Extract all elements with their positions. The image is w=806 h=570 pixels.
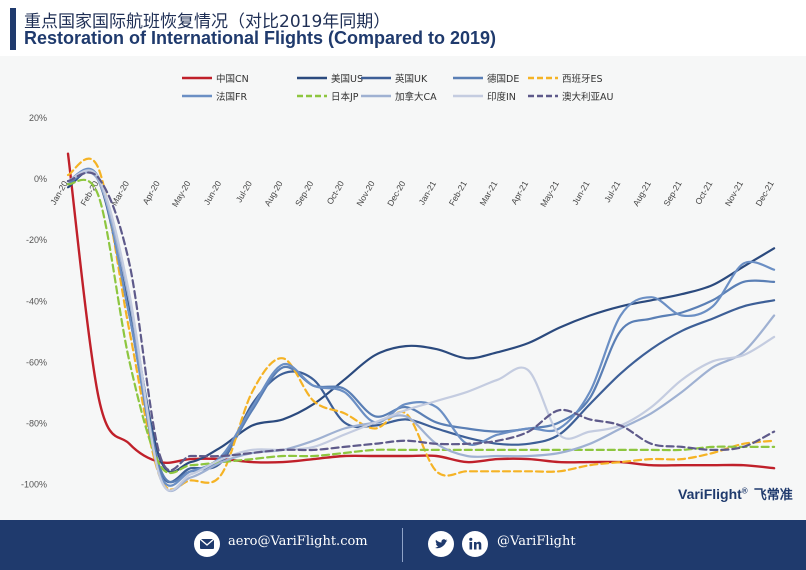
variflight-logo: VariFlight® 飞常准 bbox=[678, 484, 793, 503]
series-line bbox=[66, 152, 776, 470]
x-tick-label: Mar-21 bbox=[477, 179, 499, 208]
x-tick-label: Mar-20 bbox=[109, 179, 131, 208]
x-tick-label: Sep-20 bbox=[293, 179, 316, 208]
x-tick-label: Jan-20 bbox=[48, 179, 70, 207]
twitter-icon[interactable] bbox=[428, 531, 454, 557]
title-accent-bar bbox=[10, 8, 16, 50]
x-tick-label: Nov-21 bbox=[723, 179, 745, 208]
x-tick-label: Jul-21 bbox=[602, 179, 622, 204]
series-line bbox=[66, 169, 776, 492]
series-line bbox=[66, 169, 776, 474]
legend-label: 日本JP bbox=[331, 91, 359, 103]
x-tick-label: Sep-21 bbox=[661, 179, 684, 208]
x-tick-label: May-20 bbox=[170, 179, 193, 209]
legend-label: 加拿大CA bbox=[395, 91, 437, 103]
x-tick-label: May-21 bbox=[538, 179, 561, 209]
chart-title-cn: 重点国家国际航班恢复情况（对比2019年同期） bbox=[24, 12, 391, 32]
x-tick-label: Jan-21 bbox=[416, 179, 438, 207]
legend-label: 法国FR bbox=[216, 91, 247, 103]
x-tick-label: Jul-20 bbox=[234, 179, 254, 204]
x-tick-label: Oct-21 bbox=[693, 179, 715, 206]
x-tick-label: Nov-20 bbox=[354, 179, 376, 208]
series-line bbox=[66, 178, 776, 475]
brand-name-cn: 飞常准 bbox=[753, 488, 793, 503]
legend-label: 澳大利亚AU bbox=[562, 91, 613, 103]
chart-title-en: Restoration of International Flights (Co… bbox=[24, 28, 497, 48]
y-tick-label: -100% bbox=[21, 480, 47, 490]
brand-mark: ® bbox=[741, 486, 748, 496]
legend-label: 印度IN bbox=[487, 91, 516, 103]
line-chart: 20%0%-20%-40%-60%-80%-100%Jan-20 Feb-20 Ma… bbox=[21, 73, 776, 493]
legend-label: 西班牙ES bbox=[562, 73, 603, 85]
series-line bbox=[66, 157, 776, 491]
legend-label: 德国DE bbox=[487, 73, 519, 85]
social-handle[interactable]: @VariFlight bbox=[497, 534, 576, 549]
series-line bbox=[66, 169, 776, 484]
brand-name: VariFlight bbox=[678, 486, 742, 502]
y-tick-label: -60% bbox=[26, 357, 47, 367]
linkedin-icon[interactable] bbox=[462, 531, 488, 557]
x-tick-label: Apr-20 bbox=[140, 179, 162, 206]
legend-label: 中国CN bbox=[216, 73, 249, 85]
x-tick-label: Jun-20 bbox=[202, 179, 224, 207]
y-tick-label: -80% bbox=[26, 418, 47, 428]
legend-label: 美国US bbox=[331, 73, 363, 85]
y-tick-label: 0% bbox=[34, 174, 47, 184]
series-line bbox=[66, 167, 776, 487]
x-tick-label: Dec-20 bbox=[385, 179, 407, 208]
series-line bbox=[66, 171, 776, 493]
x-tick-label: Apr-21 bbox=[509, 179, 531, 206]
series-line bbox=[66, 171, 776, 472]
y-tick-label: -20% bbox=[26, 235, 47, 245]
x-tick-label: Aug-21 bbox=[631, 179, 654, 208]
mail-icon[interactable] bbox=[194, 531, 220, 557]
series-line bbox=[66, 171, 776, 484]
contact-email[interactable]: aero@VariFlight.com bbox=[228, 534, 368, 549]
legend-label: 英国UK bbox=[395, 73, 428, 85]
x-tick-label: Dec-21 bbox=[753, 179, 775, 208]
x-tick-label: Feb-21 bbox=[447, 179, 469, 208]
y-tick-label: 20% bbox=[29, 113, 47, 123]
x-tick-label: Aug-20 bbox=[262, 179, 285, 208]
x-tick-label: Oct-20 bbox=[325, 179, 347, 206]
y-tick-label: -40% bbox=[26, 296, 47, 306]
footer-divider bbox=[402, 528, 403, 562]
x-tick-label: Jun-21 bbox=[570, 179, 592, 207]
footer-bar: aero@VariFlight.com @VariFlight bbox=[0, 520, 806, 570]
